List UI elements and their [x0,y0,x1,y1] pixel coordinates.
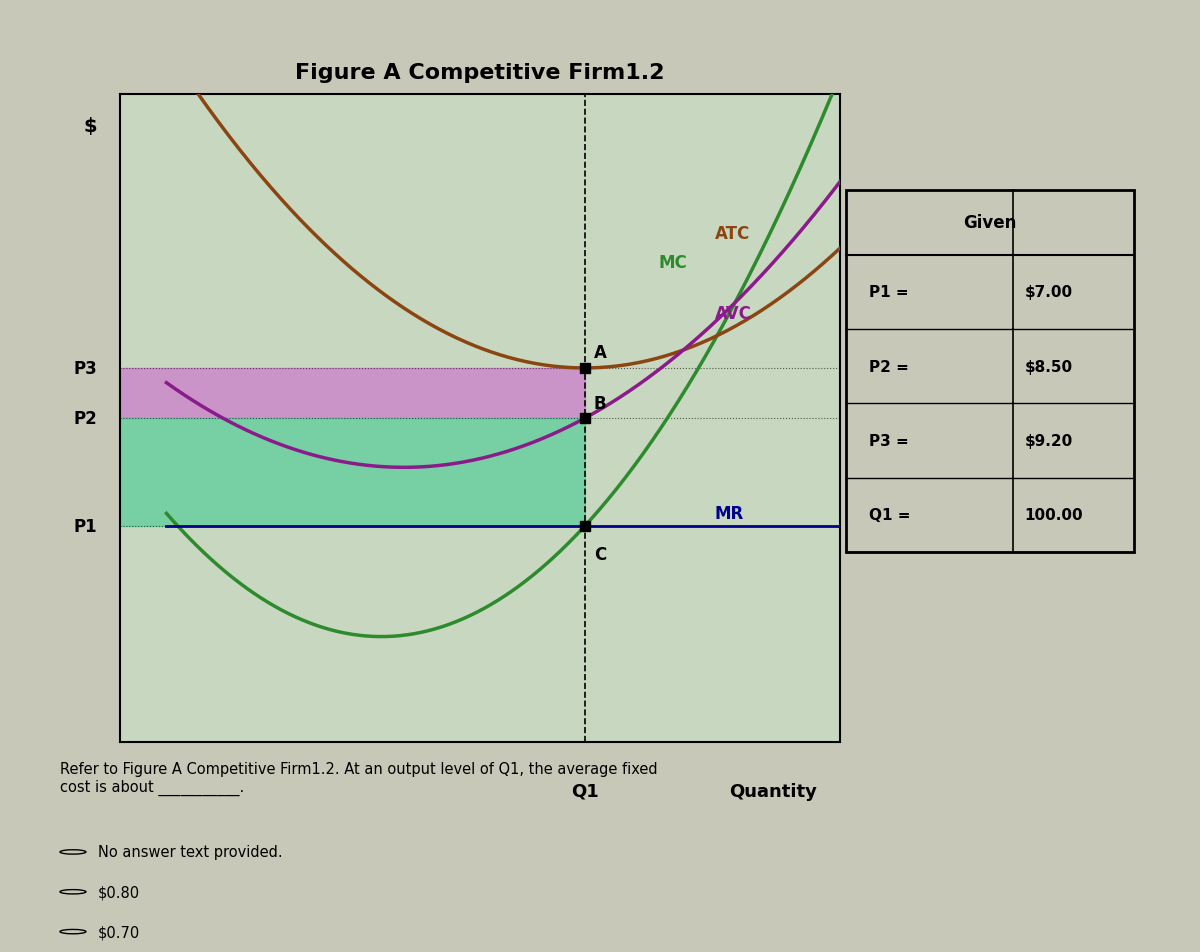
Text: $: $ [83,117,97,136]
Text: AVC: AVC [714,305,751,322]
Text: ATC: ATC [714,225,750,243]
Text: Given: Given [964,214,1016,232]
Text: Quantity: Quantity [728,783,817,800]
Text: P3 =: P3 = [869,433,908,448]
Text: B: B [594,394,606,412]
Text: 100.00: 100.00 [1025,507,1084,523]
Text: $0.70: $0.70 [98,924,140,939]
Text: P2 =: P2 = [869,359,908,374]
Text: Q1 =: Q1 = [869,507,911,523]
Text: $7.00: $7.00 [1025,285,1073,300]
Text: C: C [594,545,606,564]
Text: MR: MR [714,505,744,522]
Text: Refer to Figure A Competitive Firm1.2. At an output level of Q1, the average fix: Refer to Figure A Competitive Firm1.2. A… [60,762,658,795]
Text: P1 =: P1 = [869,285,908,300]
Text: P1: P1 [73,518,97,536]
Text: Q1: Q1 [571,783,599,800]
Text: $0.80: $0.80 [98,884,140,900]
Text: A: A [594,344,607,362]
Text: P3: P3 [73,360,97,378]
Text: MC: MC [659,254,688,272]
Text: $9.20: $9.20 [1025,433,1073,448]
Text: $8.50: $8.50 [1025,359,1073,374]
Title: Figure A Competitive Firm1.2: Figure A Competitive Firm1.2 [295,63,665,83]
Text: No answer text provided.: No answer text provided. [98,844,282,860]
Text: P2: P2 [73,410,97,427]
